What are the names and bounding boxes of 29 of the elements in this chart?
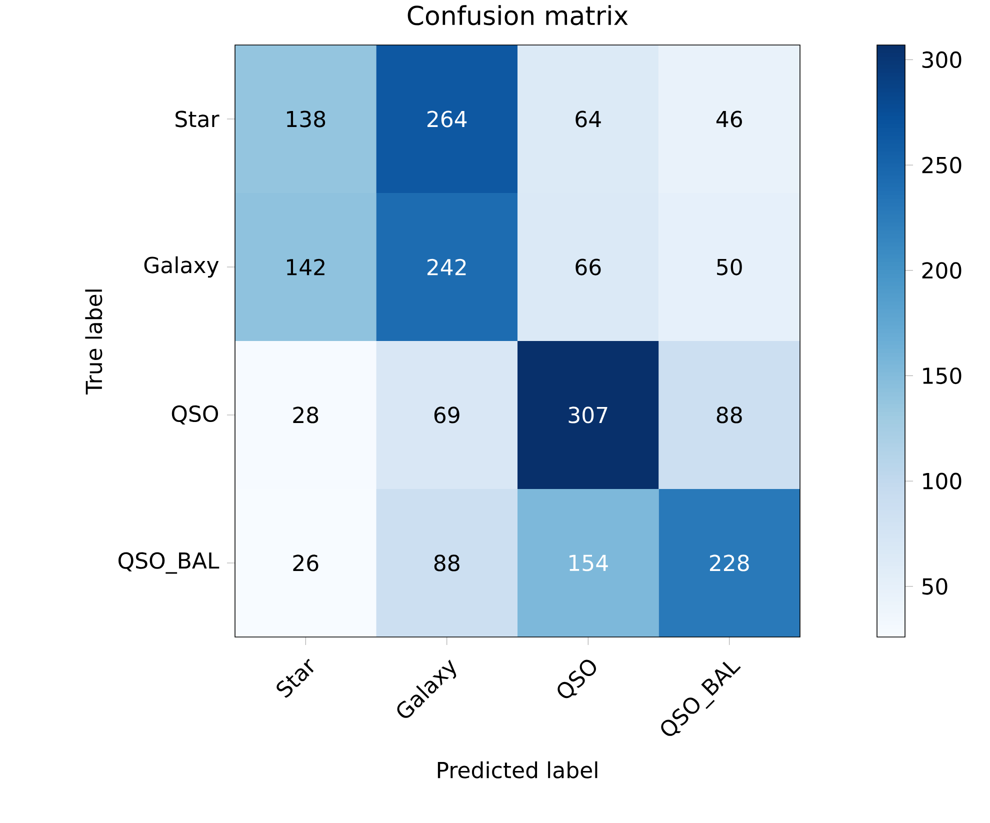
data-label: 64 xyxy=(576,110,601,128)
x-axis-title: Predicted label xyxy=(438,761,598,778)
y-tick-label: Galaxy xyxy=(144,256,219,278)
y-tick-label: QSO_BAL xyxy=(118,552,220,574)
data-label: 88 xyxy=(434,554,460,572)
data-label: 154 xyxy=(570,554,608,572)
y-tick-label: QSO xyxy=(172,405,218,425)
data-label: 264 xyxy=(427,110,467,128)
y-axis-title: True label xyxy=(85,290,102,395)
data-label: 88 xyxy=(716,406,742,424)
color-bar-label: 50 xyxy=(922,578,948,595)
color-bar-label: 150 xyxy=(923,367,962,384)
chart-title: Confusion matrix xyxy=(408,5,628,26)
color-bar-label: 250 xyxy=(922,156,962,174)
data-label: 138 xyxy=(287,110,326,128)
data-label: 46 xyxy=(716,110,742,128)
data-label: 69 xyxy=(434,406,460,424)
data-label: 142 xyxy=(287,258,324,276)
data-label: 28 xyxy=(293,406,318,424)
data-label: 242 xyxy=(427,258,466,276)
data-label: 26 xyxy=(293,554,318,572)
color-bar-label: 200 xyxy=(922,262,962,279)
data-label: 228 xyxy=(710,554,749,572)
data-label: 66 xyxy=(576,258,601,276)
data-label: 307 xyxy=(568,406,608,424)
color-bar-label: 300 xyxy=(922,51,962,68)
y-tick-label: Star xyxy=(176,110,220,128)
color-bar-label: 100 xyxy=(923,472,962,490)
data-label: 50 xyxy=(717,258,742,276)
